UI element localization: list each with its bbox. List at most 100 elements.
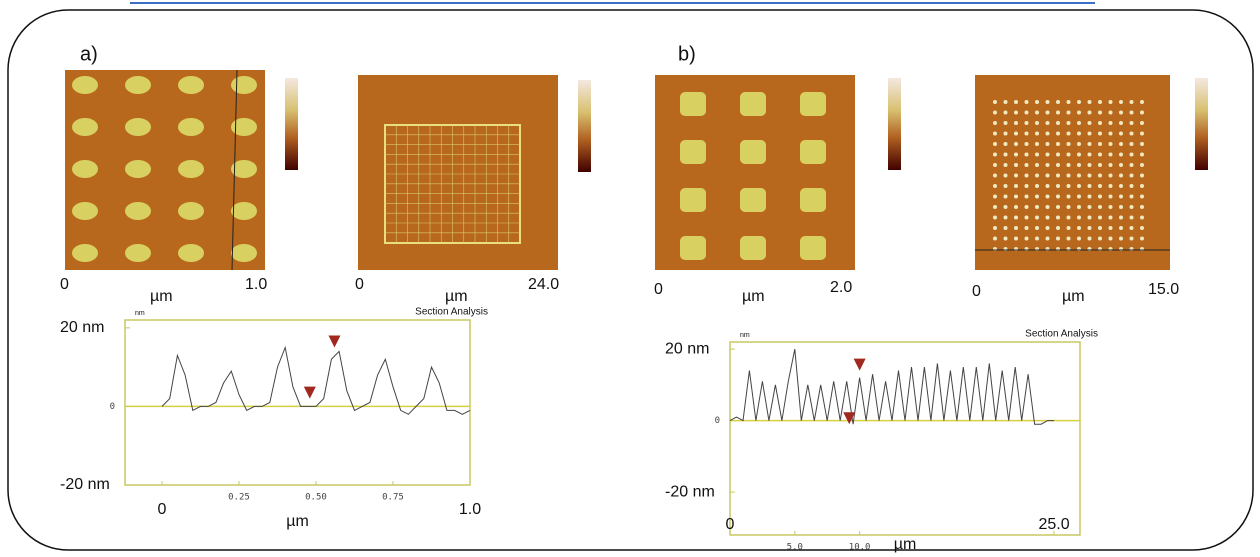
afm-feature <box>72 202 98 220</box>
afm-feature <box>1014 142 1018 146</box>
afm-feature <box>1045 142 1050 146</box>
afm-feature <box>1129 236 1134 241</box>
afm-feature <box>1108 236 1113 241</box>
afm-images <box>65 69 1208 271</box>
profile-line <box>729 349 1055 425</box>
image-axis-end: 1.0 <box>245 276 267 293</box>
afm-feature <box>1098 152 1102 157</box>
afm-feature <box>1077 205 1081 209</box>
afm-feature <box>1077 152 1081 157</box>
afm-feature <box>1045 163 1050 167</box>
afm-feature <box>1098 173 1102 178</box>
afm-feature <box>1024 152 1029 157</box>
afm-feature <box>1066 236 1071 241</box>
afm-feature <box>1119 236 1123 241</box>
afm-feature <box>993 163 997 167</box>
afm-feature <box>1077 100 1081 104</box>
afm-feature <box>1035 173 1039 178</box>
afm-feature <box>993 121 997 125</box>
cursor-marker <box>843 412 856 425</box>
afm-feature <box>800 188 826 212</box>
afm-feature <box>1108 110 1113 115</box>
afm-feature <box>993 184 997 188</box>
afm-feature <box>1108 142 1113 146</box>
afm-feature <box>72 76 98 94</box>
afm-feature <box>1140 226 1144 230</box>
afm-feature <box>1077 173 1081 178</box>
afm-feature <box>1087 236 1092 241</box>
afm-feature <box>1119 215 1123 220</box>
plot-area <box>124 319 471 486</box>
afm-feature <box>1119 100 1123 104</box>
afm-feature <box>1014 194 1018 199</box>
cursor-marker <box>328 335 341 348</box>
afm-feature <box>1066 163 1071 167</box>
afm-feature <box>1140 163 1144 167</box>
afm-feature <box>1108 100 1113 104</box>
afm-feature <box>1003 173 1008 178</box>
afm-feature <box>1129 226 1134 230</box>
afm-image <box>975 75 1170 270</box>
afm-feature <box>1056 100 1060 104</box>
afm-feature <box>125 118 151 136</box>
afm-feature <box>1056 184 1060 188</box>
afm-feature <box>1014 205 1018 209</box>
afm-section-line <box>231 69 238 271</box>
plot-area <box>729 341 1081 536</box>
afm-feature <box>1003 110 1008 115</box>
afm-feature <box>231 160 257 178</box>
afm-feature <box>231 244 257 262</box>
afm-feature <box>1098 205 1102 209</box>
afm-feature <box>1087 163 1092 167</box>
afm-feature <box>1024 194 1029 199</box>
afm-feature <box>1098 184 1102 188</box>
afm-feature <box>1087 184 1092 188</box>
afm-feature <box>1056 121 1060 125</box>
afm-feature <box>1108 205 1113 209</box>
afm-feature <box>1098 131 1102 136</box>
afm-feature <box>1056 152 1060 157</box>
afm-feature <box>1014 152 1018 157</box>
afm-feature <box>1087 173 1092 178</box>
afm-feature <box>993 110 997 115</box>
afm-feature <box>1108 226 1113 230</box>
afm-feature <box>231 76 257 94</box>
afm-feature <box>1014 121 1018 125</box>
y-tick-label: 20 nm <box>60 319 104 336</box>
afm-feature <box>1066 226 1071 230</box>
afm-feature <box>1140 194 1144 199</box>
afm-feature <box>1077 184 1081 188</box>
afm-feature <box>72 244 98 262</box>
afm-feature <box>1129 173 1134 178</box>
afm-feature <box>1108 121 1113 125</box>
afm-feature <box>1066 184 1071 188</box>
afm-feature <box>1014 215 1018 220</box>
afm-feature <box>1066 131 1071 136</box>
afm-feature <box>1108 194 1113 199</box>
afm-feature <box>1129 163 1134 167</box>
afm-feature <box>993 152 997 157</box>
afm-feature <box>993 226 997 230</box>
afm-feature <box>1003 152 1008 157</box>
colorbar <box>1195 78 1208 170</box>
afm-feature <box>1140 131 1144 136</box>
afm-feature <box>1003 163 1008 167</box>
x-axis-label: µm <box>894 536 917 553</box>
afm-feature <box>1140 184 1144 188</box>
afm-feature <box>1056 163 1060 167</box>
afm-feature <box>1119 163 1123 167</box>
afm-feature <box>1056 226 1060 230</box>
afm-feature <box>1003 184 1008 188</box>
afm-feature <box>1087 205 1092 209</box>
afm-feature <box>1087 131 1092 136</box>
afm-feature <box>1056 205 1060 209</box>
afm-feature <box>1035 205 1039 209</box>
afm-feature <box>1014 110 1018 115</box>
afm-feature <box>1035 163 1039 167</box>
afm-feature <box>1024 163 1029 167</box>
chart-title: Section Analysis <box>1025 329 1098 340</box>
afm-feature <box>1098 100 1102 104</box>
y-tick-label: 20 nm <box>665 340 709 357</box>
colorbar <box>578 80 591 172</box>
